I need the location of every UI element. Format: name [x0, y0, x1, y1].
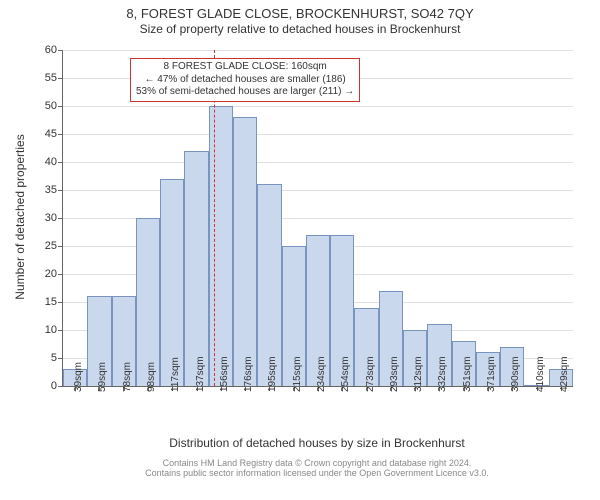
x-tick-label: 332sqm: [437, 356, 448, 392]
annotation-line: 53% of semi-detached houses are larger (…: [136, 86, 354, 99]
histogram-bar: [160, 179, 184, 386]
annotation-box: 8 FOREST GLADE CLOSE: 160sqm← 47% of det…: [130, 58, 360, 102]
y-axis-label: Number of detached properties: [13, 117, 27, 317]
y-tick-label: 5: [51, 352, 63, 364]
y-tick-label: 20: [45, 268, 63, 280]
attribution-line: Contains public sector information licen…: [62, 468, 572, 478]
y-tick-label: 10: [45, 324, 63, 336]
x-tick-label: 371sqm: [486, 356, 497, 392]
x-tick-label: 39sqm: [73, 362, 84, 392]
histogram-bar: [233, 117, 257, 386]
chart-title: 8, FOREST GLADE CLOSE, BROCKENHURST, SO4…: [0, 0, 600, 22]
y-tick-label: 45: [45, 128, 63, 140]
x-tick-label: 293sqm: [389, 356, 400, 392]
y-tick-label: 0: [51, 380, 63, 392]
x-tick-label: 78sqm: [122, 362, 133, 392]
chart-subtitle: Size of property relative to detached ho…: [0, 22, 600, 36]
chart-container: { "chart": { "type": "histogram", "title…: [0, 0, 600, 500]
annotation-line: ← 47% of detached houses are smaller (18…: [136, 74, 354, 87]
gridline: [63, 106, 573, 107]
y-tick-label: 55: [45, 72, 63, 84]
histogram-bar: [136, 218, 160, 386]
x-tick-label: 137sqm: [195, 356, 206, 392]
x-tick-label: 176sqm: [243, 356, 254, 392]
x-tick-label: 98sqm: [146, 362, 157, 392]
attribution-line: Contains HM Land Registry data © Crown c…: [62, 458, 572, 468]
x-tick-label: 215sqm: [292, 356, 303, 392]
x-tick-label: 117sqm: [170, 357, 181, 392]
y-tick-label: 15: [45, 296, 63, 308]
x-tick-label: 234sqm: [316, 356, 327, 392]
annotation-line: 8 FOREST GLADE CLOSE: 160sqm: [136, 61, 354, 74]
gridline: [63, 190, 573, 191]
x-tick-label: 390sqm: [510, 356, 521, 392]
x-tick-label: 156sqm: [219, 356, 230, 392]
x-tick-label: 254sqm: [340, 356, 351, 392]
x-tick-label: 429sqm: [559, 356, 570, 392]
y-tick-label: 25: [45, 240, 63, 252]
y-tick-label: 50: [45, 100, 63, 112]
histogram-bar: [184, 151, 208, 386]
histogram-bar: [209, 106, 233, 386]
gridline: [63, 50, 573, 51]
x-axis-label: Distribution of detached houses by size …: [62, 436, 572, 450]
y-tick-label: 40: [45, 156, 63, 168]
y-tick-label: 60: [45, 44, 63, 56]
y-tick-label: 35: [45, 184, 63, 196]
x-tick-label: 195sqm: [267, 356, 278, 392]
gridline: [63, 134, 573, 135]
attribution-text: Contains HM Land Registry data © Crown c…: [62, 458, 572, 478]
x-tick-label: 273sqm: [365, 356, 376, 392]
x-tick-label: 410sqm: [535, 356, 546, 392]
y-tick-label: 30: [45, 212, 63, 224]
x-tick-label: 351sqm: [462, 356, 473, 392]
x-tick-label: 312sqm: [413, 356, 424, 392]
gridline: [63, 162, 573, 163]
x-tick-label: 59sqm: [97, 362, 108, 392]
